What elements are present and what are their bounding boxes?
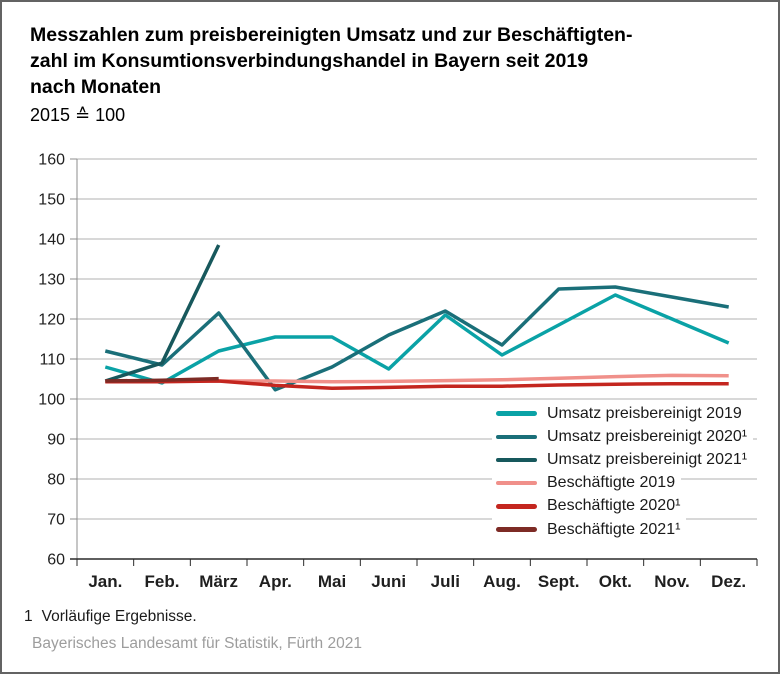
series-line-4 [105,379,729,390]
x-tick-label: Okt. [599,572,632,591]
y-tick-label: 160 [38,152,65,169]
legend-item: Umsatz preisbereinigt 2021¹ [492,448,754,472]
chart-title: Messzahlen zum preisbereinigten Umsatz u… [30,24,633,98]
legend-swatch [496,411,537,416]
series-line-1 [104,285,730,392]
chart-legend: Umsatz preisbereinigt 2019 Umsatz preisbe… [492,402,754,542]
y-tick-label: 140 [38,232,65,249]
y-tick-label: 80 [47,472,65,489]
y-tick-label: 130 [38,272,65,289]
legend-item: Umsatz preisbereinigt 2020¹ [492,425,754,449]
legend-swatch [496,457,537,463]
x-tick-label: Dez. [711,572,746,591]
y-tick-label: 70 [47,512,65,529]
legend-label: Umsatz preisbereinigt 2021¹ [547,450,748,468]
footnote: 1 Vorläufige Ergebnisse. [24,608,197,626]
series-line-2 [104,244,221,383]
x-tick-label: Mai [318,572,346,591]
y-tick-label: 90 [47,432,65,449]
footnote-text: Vorläufige Ergebnisse. [41,608,197,625]
legend-swatch [496,527,537,532]
series-line-5 [105,376,219,383]
legend-item: Beschäftigte 2019 [492,471,682,495]
x-tick-label: Sept. [538,572,580,591]
legend-swatch [496,504,537,509]
legend-label: Beschäftigte 2020¹ [547,497,681,515]
x-tick-label: Jan. [88,572,122,591]
x-tick-label: Aug. [483,572,521,591]
legend-swatch [496,434,537,440]
legend-label: Beschäftigte 2021¹ [547,520,681,538]
x-tick-label: Juni [371,572,406,591]
legend-swatch [496,480,537,486]
legend-label: Umsatz preisbereinigt 2019 [547,404,742,422]
x-tick-label: Nov. [654,572,690,591]
footnote-marker: 1 [24,608,33,625]
x-tick-label: Apr. [259,572,292,591]
source-credit: Bayerisches Landesamt für Statistik, Für… [32,635,362,652]
series-line-0 [104,293,730,385]
legend-item: Beschäftigte 2021¹ [492,517,687,542]
y-tick-label: 150 [38,192,65,209]
x-tick-label: Feb. [145,572,180,591]
legend-label: Umsatz preisbereinigt 2020¹ [547,427,748,445]
y-tick-label: 120 [38,312,65,329]
y-tick-label: 110 [39,352,65,369]
legend-item: Beschäftigte 2020¹ [492,494,687,518]
y-tick-label: 60 [47,552,65,569]
x-tick-label: Juli [431,572,460,591]
legend-item: Umsatz preisbereinigt 2019 [492,402,748,426]
y-tick-label: 100 [38,392,65,409]
legend-label: Beschäftigte 2019 [547,474,676,492]
chart-subtitle: 2015 ≙ 100 [30,105,126,125]
x-tick-label: März [199,572,238,591]
